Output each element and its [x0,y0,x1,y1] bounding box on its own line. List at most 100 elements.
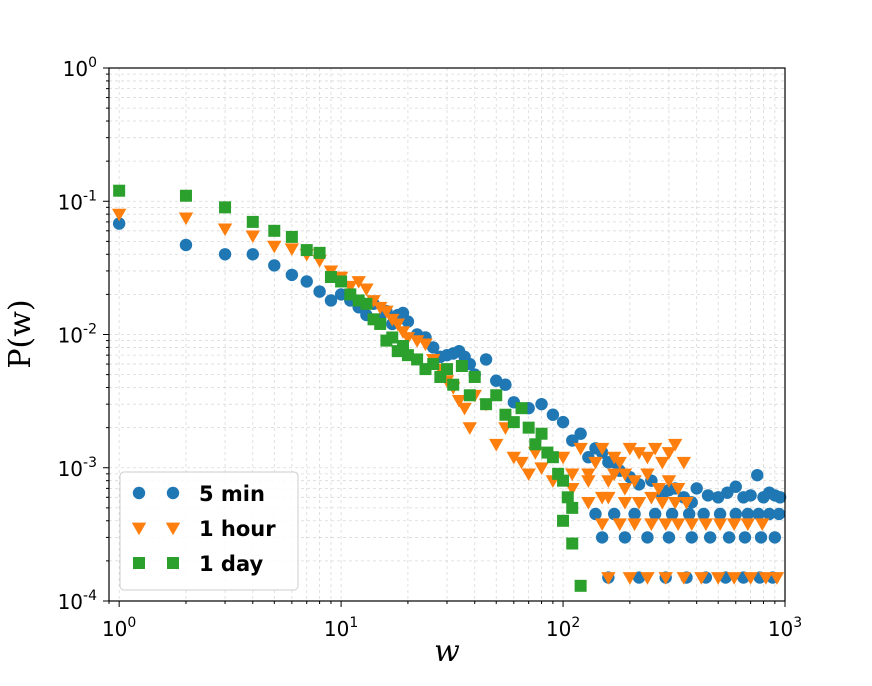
data-point [740,518,756,531]
legend-marker [166,486,180,500]
data-point [463,389,476,402]
data-point [401,349,414,362]
data-point [754,531,768,544]
data-point [535,397,548,411]
data-point [612,456,627,470]
data-point [594,442,610,456]
grid-lines [108,67,786,602]
data-point [529,438,542,451]
data-point [489,438,504,452]
data-point [409,335,425,348]
data-point [334,288,348,301]
data-point [729,480,742,493]
data-point [755,518,770,531]
data-point [479,353,493,366]
data-point [644,518,659,531]
data-point [506,451,522,465]
x-tick-label: 102 [546,615,580,641]
data-point [374,317,387,330]
data-point [622,572,638,585]
x-tick-label: 101 [324,615,358,641]
data-point [462,422,477,435]
data-point [521,468,536,482]
legend-marker [133,557,145,569]
data-point [112,217,126,230]
data-point [665,507,679,521]
data-point [658,572,673,585]
data-point [628,507,641,521]
data-point [267,240,282,254]
data-point [741,507,755,521]
x-tick-labels: 100 101 102 103 [102,615,802,641]
data-point [285,268,299,282]
data-point [601,475,616,488]
data-point [284,243,300,256]
data-point [268,224,281,237]
y-tick-labels: 10-4 10-3 10-2 10-1 100 [58,55,98,614]
y-tick-label: 100 [63,55,97,81]
data-point [658,518,673,531]
legend-marker [132,486,146,500]
data-point [690,482,703,495]
data-point [379,305,394,319]
data-point [773,491,787,504]
data-point [246,215,259,228]
data-point [546,408,560,421]
data-point [574,579,587,592]
data-point [617,482,633,496]
data-point [667,496,683,510]
data-point [179,238,193,252]
data-point [662,531,676,544]
data-point [697,507,710,521]
data-point [644,491,659,505]
data-point [676,572,692,585]
data-point [667,438,683,452]
data-point [670,518,686,531]
y-tick-label: 10-2 [58,322,97,348]
data-point [622,442,638,456]
data-point [179,189,192,202]
data-point [738,531,752,544]
data-point [606,468,622,482]
data-point [557,514,570,527]
data-point [744,489,757,502]
data-point [661,475,677,488]
data-point [618,531,632,544]
data-point [595,531,609,544]
data-point [507,416,520,429]
data-point [670,482,686,496]
data-point [694,572,709,585]
data-point [640,451,655,465]
data-point [372,301,388,315]
y-tick-label: 10-1 [58,188,97,214]
data-point [751,468,764,482]
data-point [427,358,440,371]
data-point [743,572,758,585]
data-point [300,275,313,288]
data-point [601,491,616,505]
legend-marker [131,522,147,536]
data-point [729,507,742,521]
data-point [648,507,662,521]
data-point [631,496,647,510]
data-point [515,402,528,415]
data-point [710,572,726,585]
legend-label: 1 hour [199,517,276,541]
legend-marker [167,557,179,569]
data-point [679,496,694,510]
data-point [566,501,579,514]
data-point [411,353,424,366]
data-point [647,442,663,456]
data-point [335,275,348,288]
data-point [581,468,596,482]
data-point [655,456,670,470]
legend-marker [165,522,181,536]
data-point [451,395,467,408]
data-point [768,531,782,544]
data-point [514,456,529,470]
data-point [594,518,610,531]
data-point [612,518,627,531]
data-point [528,447,543,460]
data-point [655,496,670,510]
data-point [581,496,596,510]
